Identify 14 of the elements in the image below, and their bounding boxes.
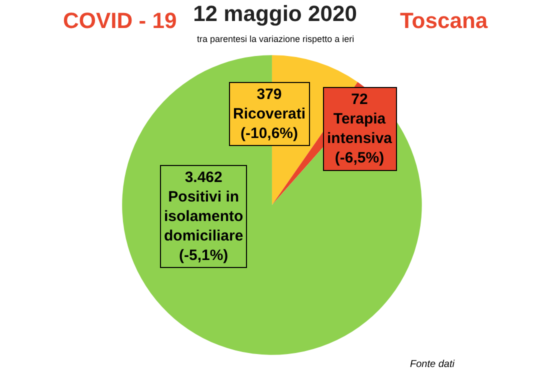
slice-label: Positivi in isolamento domiciliare [164, 188, 244, 244]
text: (-6,5%) [334, 150, 384, 166]
source-note: Fonte dati [410, 359, 456, 370]
text: Toscana [400, 8, 488, 33]
data-label: 3.462 [184, 169, 222, 186]
data-label: 72 [351, 91, 368, 108]
slice-label: Ricoverati [233, 106, 306, 122]
text: (-10,6%) [240, 125, 298, 142]
data-label: 379 [256, 86, 282, 103]
text: (-5,1%) [179, 247, 228, 264]
slice-label: Terapia intensiva [327, 110, 393, 147]
chart-title: 12 maggio 2020 [193, 1, 357, 26]
text: COVID - 19 [63, 8, 177, 33]
chart-subtitle: tra parentesi la variazione rispetto a ieri [197, 34, 354, 44]
